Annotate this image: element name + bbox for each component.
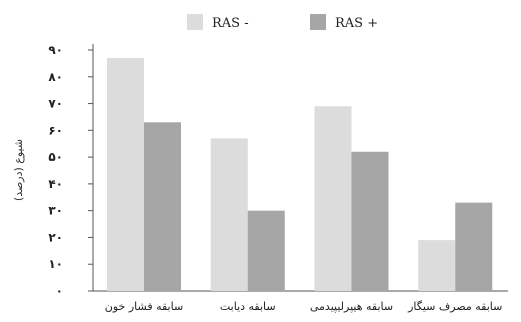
x-tick-label: سابقه مصرف سیگار [407,300,502,313]
bar-ras-neg-3 [418,240,456,291]
bar-ras-pos-2 [351,151,389,291]
legend-swatch [187,14,203,30]
y-axis-label: شیوع (درصد) [12,139,25,201]
bars [107,58,493,292]
bar-ras-pos-3 [455,202,493,291]
legend-label: RAS - [212,16,249,31]
y-axis: ۰ ۱۰ ۲۰ ۳۰ ۴۰ ۵۰ ۶۰ ۷۰ ۸۰ ۹۰ [48,43,94,298]
y-tick-label: ۹۰ [48,43,63,57]
y-tick-label: ۰ [56,284,63,298]
x-tick-label: سابقه هیپرلیپیدمی [310,300,393,313]
x-tick-label: سابقه دیابت [220,300,276,313]
x-axis: سابقه فشار خون سابقه دیابت سابقه هیپرلیپید… [93,290,508,313]
y-tick-label: ۳۰ [48,204,63,218]
y-tick-label: ۷۰ [48,97,63,111]
y-tick-label: ۱۰ [48,257,63,271]
legend-label: RAS + [335,16,378,31]
y-tick-label: ۸۰ [48,70,63,84]
bar-ras-pos-1 [247,210,285,291]
y-tick-label: ۵۰ [48,150,63,164]
bar-ras-neg-0 [107,58,144,292]
y-tick-label: ۴۰ [48,177,63,191]
legend-swatch [310,14,326,30]
legend: RAS - RAS + [187,14,378,31]
y-tick-label: ۶۰ [48,123,63,137]
x-tick-label: سابقه فشار خون [105,300,183,313]
y-tick-label: ۲۰ [48,230,63,244]
bar-ras-pos-0 [144,122,181,291]
bar-ras-neg-1 [210,138,248,291]
bar-ras-neg-2 [314,106,352,291]
